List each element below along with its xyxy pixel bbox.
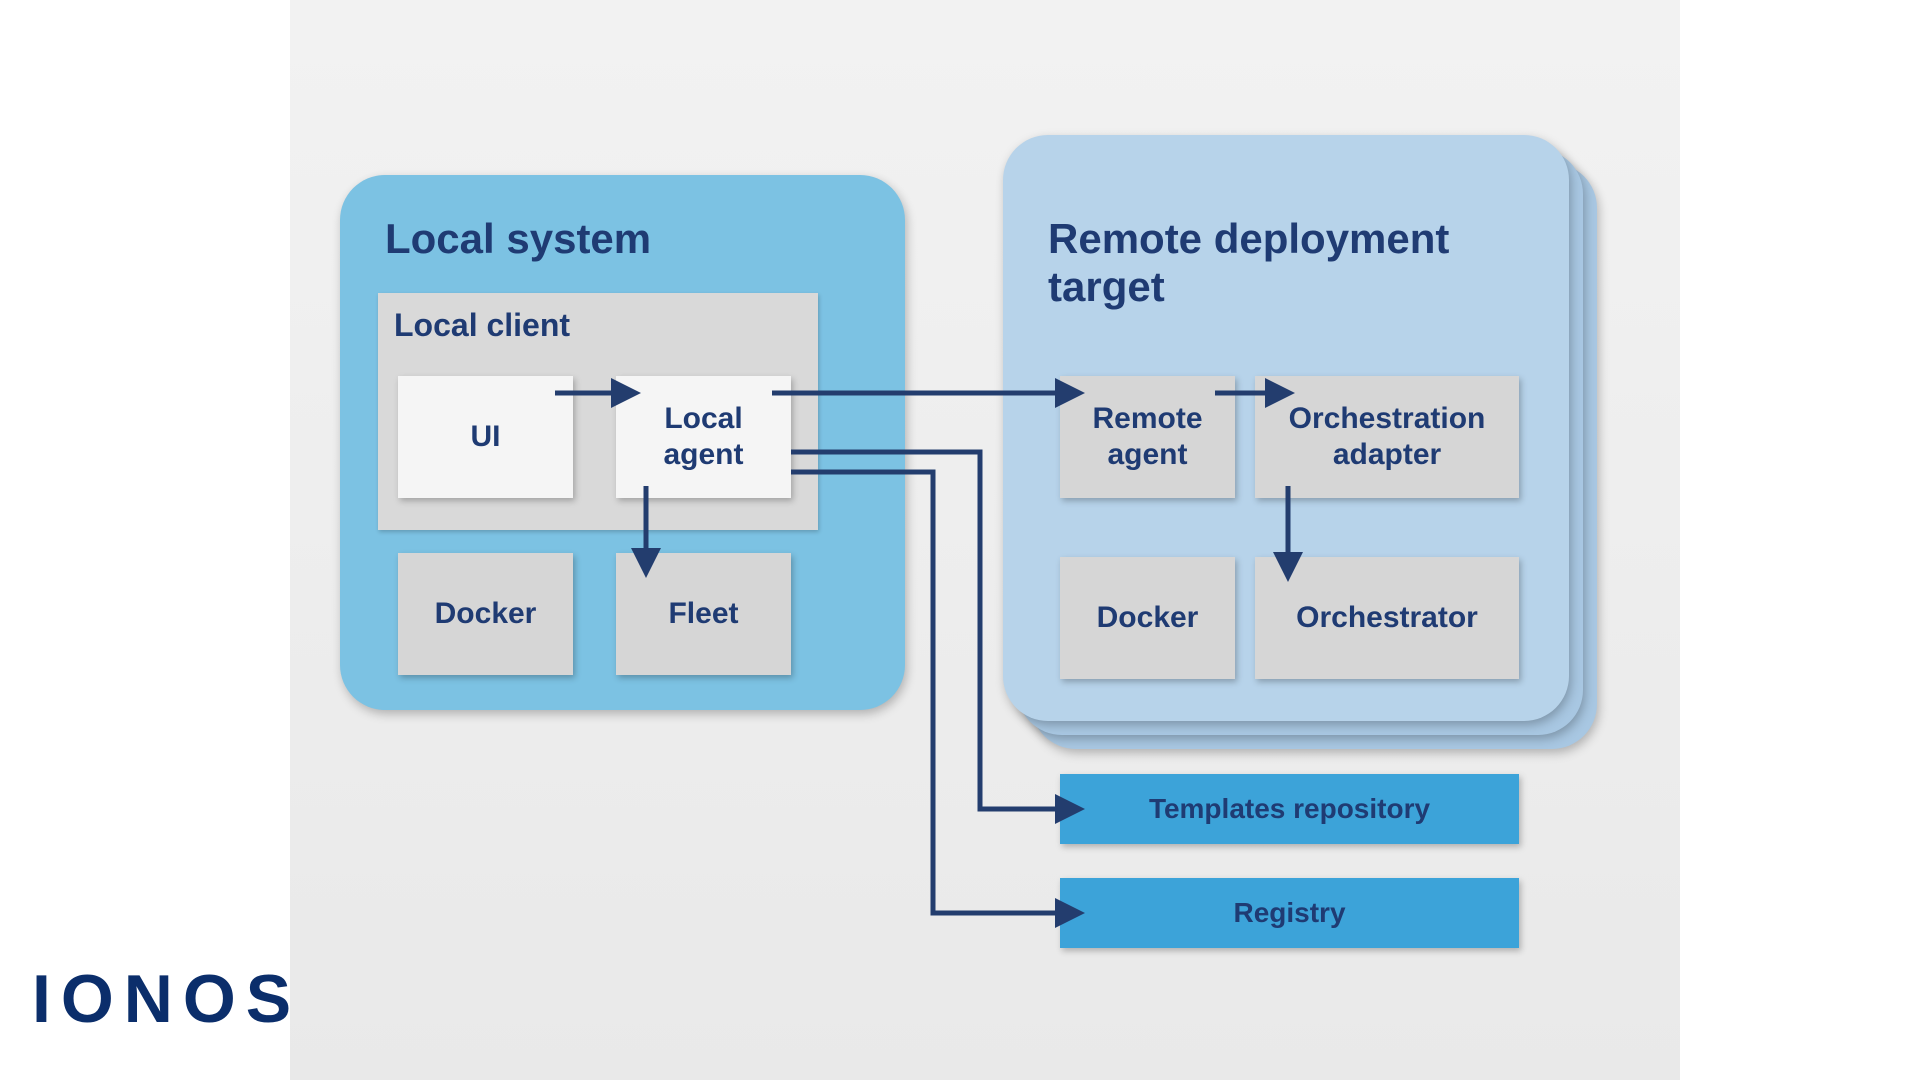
bar-templates-repository: Templates repository <box>1060 774 1519 844</box>
node-remote-docker: Docker <box>1060 557 1235 679</box>
ionos-logo: IONOS <box>32 960 301 1038</box>
node-orchestration-adapter: Orchestrationadapter <box>1255 376 1519 498</box>
node-fleet: Fleet <box>616 553 791 675</box>
local-system-title: Local system <box>385 215 651 263</box>
remote-deployment-title: Remote deployment target <box>1048 215 1488 312</box>
node-remote-agent: Remoteagent <box>1060 376 1235 498</box>
local-client-title: Local client <box>394 307 570 344</box>
node-orchestrator: Orchestrator <box>1255 557 1519 679</box>
node-local-docker: Docker <box>398 553 573 675</box>
node-ui: UI <box>398 376 573 498</box>
node-local-agent: Localagent <box>616 376 791 498</box>
bar-registry: Registry <box>1060 878 1519 948</box>
